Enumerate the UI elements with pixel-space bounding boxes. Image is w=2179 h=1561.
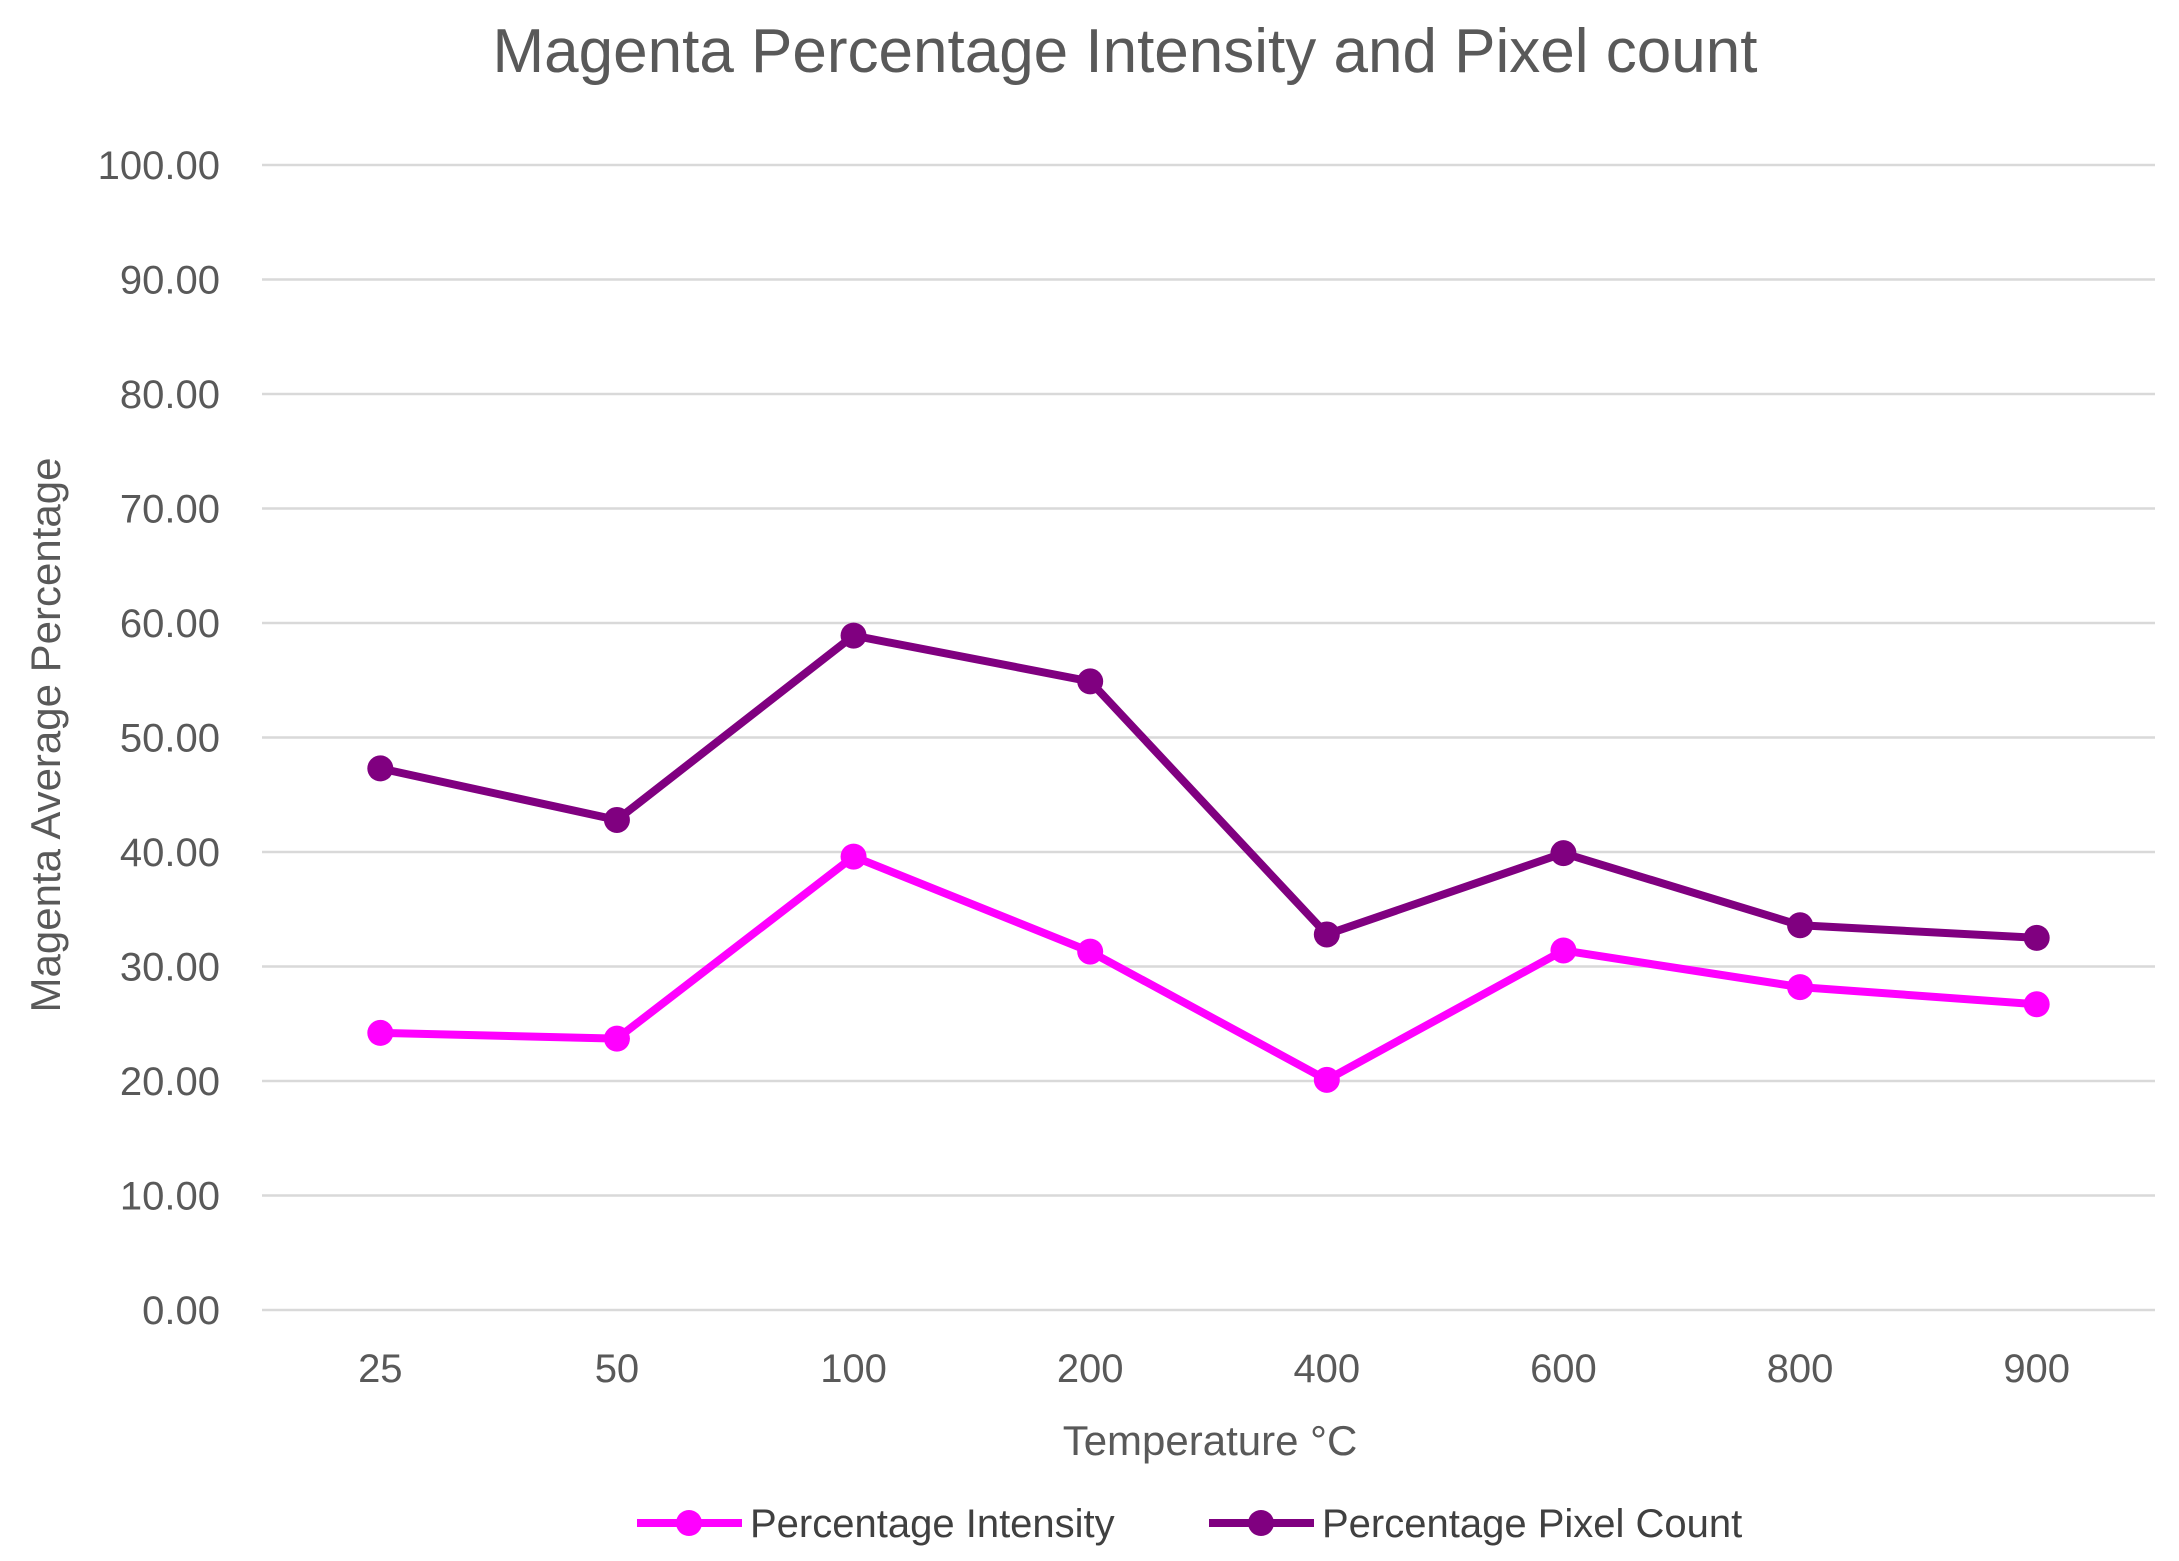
y-tick-label: 10.00: [120, 1175, 220, 1219]
series-percentage-pixel-count: [367, 622, 2050, 951]
legend-item: Percentage Pixel Count: [1209, 1502, 1742, 1546]
x-tick-label: 400: [1293, 1347, 1360, 1391]
data-point: [603, 806, 630, 833]
data-point: [1313, 921, 1340, 948]
data-point: [367, 755, 394, 782]
legend-label: Percentage Pixel Count: [1322, 1502, 1742, 1546]
data-point: [1077, 938, 1104, 965]
data-point: [1313, 1066, 1340, 1093]
x-tick-label: 25: [358, 1347, 403, 1391]
x-tick-label: 800: [1767, 1347, 1834, 1391]
legend-marker: [676, 1510, 702, 1536]
legend-label: Percentage Intensity: [750, 1502, 1115, 1546]
x-tick-label: 100: [820, 1347, 887, 1391]
data-point: [840, 843, 867, 870]
y-tick-label: 80.00: [120, 373, 220, 417]
data-point: [603, 1025, 630, 1052]
gridlines: [262, 163, 2155, 1312]
series-percentage-intensity: [367, 843, 2050, 1093]
x-axis-ticks: 25 50 100 200 400 600 800 900: [358, 1347, 2070, 1391]
y-tick-label: 90.00: [120, 259, 220, 303]
x-tick-label: 200: [1057, 1347, 1124, 1391]
y-tick-label: 20.00: [120, 1060, 220, 1104]
y-tick-label: 0.00: [142, 1289, 220, 1333]
data-series: [367, 622, 2050, 1093]
data-point: [1550, 937, 1577, 964]
x-tick-label: 50: [595, 1347, 640, 1391]
y-tick-label: 50.00: [120, 717, 220, 761]
y-tick-label: 100.00: [98, 144, 220, 188]
chart-title: Magenta Percentage Intensity and Pixel c…: [493, 17, 1758, 86]
y-tick-label: 70.00: [120, 488, 220, 532]
legend: Percentage Intensity Percentage Pixel Cou…: [637, 1502, 1742, 1546]
series-line: [376, 852, 2041, 1084]
data-point: [2023, 924, 2050, 951]
legend-marker: [1248, 1510, 1274, 1536]
data-point: [367, 1019, 394, 1046]
x-tick-label: 900: [2003, 1347, 2070, 1391]
y-tick-label: 30.00: [120, 946, 220, 990]
data-point: [1787, 974, 1814, 1001]
data-point: [1077, 668, 1104, 695]
data-point: [840, 622, 867, 649]
data-point: [2023, 991, 2050, 1018]
x-tick-label: 600: [1530, 1347, 1597, 1391]
x-axis-title: Temperature °C: [1063, 1417, 1358, 1464]
data-point: [1787, 912, 1814, 939]
legend-item: Percentage Intensity: [637, 1502, 1115, 1546]
series-line: [376, 631, 2041, 942]
y-tick-label: 60.00: [120, 602, 220, 646]
y-axis-ticks: 0.00 10.00 20.00 30.00 40.00 50.00 60.00 70.00 8…: [98, 144, 220, 1333]
y-axis-title: Magenta Average Percentage: [22, 458, 69, 1013]
data-point: [1550, 840, 1577, 867]
y-tick-label: 40.00: [120, 831, 220, 875]
